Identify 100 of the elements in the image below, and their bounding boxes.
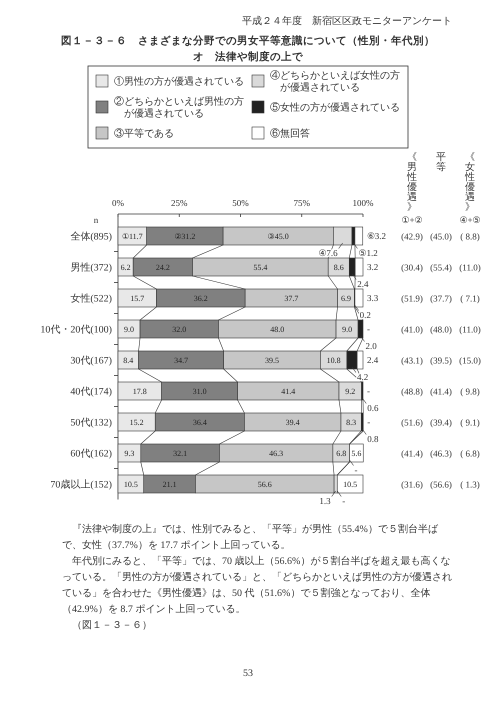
data-label: 36.2 xyxy=(194,294,208,303)
text: (43.1) xyxy=(401,356,423,366)
data-label: 3.2 xyxy=(367,262,378,272)
data-label: 3.3 xyxy=(367,293,379,303)
data-label: - xyxy=(354,465,358,475)
data-label: 10.5 xyxy=(124,480,138,489)
data-label: 36.4 xyxy=(192,418,207,427)
data-label: 56.6 xyxy=(258,480,272,489)
data-label: 9.0 xyxy=(124,325,134,334)
y-tick-label: 50代(132) xyxy=(70,418,112,428)
data-label: 55.4 xyxy=(253,263,268,272)
y-tick-label: 全体(895) xyxy=(70,230,112,242)
y-tick-label: 女性(522) xyxy=(70,292,112,304)
text: ( 7.1) xyxy=(460,294,480,304)
text: ( 9.8) xyxy=(460,386,480,396)
chart-title: 図１－３－６ さまざまな分野での男女平等意識について（性別・年代別） xyxy=(61,34,435,47)
data-label: 9.2 xyxy=(345,387,356,396)
y-tick-label: 30代(167) xyxy=(70,356,112,366)
text: ①+② xyxy=(401,215,423,225)
data-label: 21.1 xyxy=(162,480,177,489)
text: 平成２４年度 新宿区区政モニターアンケート xyxy=(242,15,452,27)
data-label: 0.8 xyxy=(367,434,380,444)
data-label: ③45.0 xyxy=(268,232,289,241)
text: (11.0) xyxy=(459,262,481,272)
data-label: 10.5 xyxy=(343,480,358,489)
x-tick-label: 50% xyxy=(232,198,250,208)
data-label: 39.5 xyxy=(264,356,279,365)
text: (39.4) xyxy=(430,418,452,428)
text: 『法律や制度の上』では、性別でみると、「平等」が男性（55.4%）で５割台半ばで、女性（37.7%）を 17.7 ポイント上回っている。 xyxy=(62,522,440,552)
data-label: 10.8 xyxy=(326,356,341,365)
text: 平等 xyxy=(436,152,446,173)
data-label: 41.4 xyxy=(281,387,296,396)
data-label: 6.9 xyxy=(340,294,351,303)
text: (39.5) xyxy=(430,356,452,366)
data-label: 31.0 xyxy=(192,387,207,396)
data-label: 1.3 xyxy=(319,496,332,506)
text: (48.8) xyxy=(401,386,423,396)
text: ( 8.8) xyxy=(460,232,480,242)
data-label: 37.7 xyxy=(284,294,298,303)
text: 《男性優遇》 xyxy=(406,151,417,213)
text: ④+⑤ xyxy=(459,215,481,225)
legend-label: ⑤女性の方が優遇されている xyxy=(270,102,400,114)
text: (45.0) xyxy=(430,232,452,242)
text: （図１－３－６） xyxy=(71,618,153,632)
y-axis-title: n xyxy=(94,215,99,225)
text: (51.6) xyxy=(401,418,423,428)
data-label: 8.3 xyxy=(346,418,356,427)
data-label: 2.4 xyxy=(357,279,369,289)
text: (31.6) xyxy=(401,480,423,490)
legend-label: ①男性の方が優遇されている xyxy=(114,76,244,88)
data-label: 48.0 xyxy=(270,325,284,334)
x-tick-label: 0% xyxy=(112,198,124,208)
data-label: 2.0 xyxy=(366,341,378,351)
text: 53 xyxy=(243,668,253,679)
data-label: - xyxy=(367,417,370,427)
text: (56.6) xyxy=(430,480,452,490)
text: (37.7) xyxy=(430,294,452,304)
legend-label: ⑥無回答 xyxy=(270,128,310,140)
text: ( 1.3) xyxy=(460,480,480,490)
text: 年代別にみると、「平等」では、70 歳以上（56.6%）が５割台半ばを超え最も高くなっている。「男性の方が優遇されている」と、「どちらかといえば男性の方が優遇されている」を合わせた《男性優遇》は、50 代（51.6%）で５割強となっており、全体（42.9%）を 8.7 ポイント上回っている。 xyxy=(62,554,453,616)
y-tick-label: 40代(174) xyxy=(70,386,112,398)
data-label: 6.8 xyxy=(336,449,346,458)
data-label: ①11.7 xyxy=(122,232,143,241)
text: (41.0) xyxy=(401,324,423,334)
data-label: 34.7 xyxy=(174,356,188,365)
text: (41.4) xyxy=(430,386,452,396)
data-label: 17.8 xyxy=(132,387,147,396)
text: (46.3) xyxy=(430,448,452,458)
data-label: 9.3 xyxy=(124,449,134,458)
x-tick-label: 100% xyxy=(352,198,374,208)
data-label: 15.2 xyxy=(130,418,144,427)
x-tick-label: 25% xyxy=(171,198,188,208)
data-label: 9.0 xyxy=(342,325,352,334)
data-label: ⑤1.2 xyxy=(358,248,378,258)
data-label: - xyxy=(367,386,370,396)
data-label: 15.7 xyxy=(130,294,144,303)
data-label: 8.6 xyxy=(334,263,344,272)
data-label: 8.4 xyxy=(123,356,134,365)
legend-label: ④どちらかといえば女性の方が優遇されている xyxy=(270,70,400,94)
text: ( 9.1) xyxy=(460,418,480,428)
data-label: 46.3 xyxy=(269,449,284,458)
text: (48.0) xyxy=(430,324,452,334)
legend-label: ②どちらかといえば男性の方が優遇されている xyxy=(114,96,244,120)
text: (11.0) xyxy=(459,324,481,334)
text: (15.0) xyxy=(459,356,481,366)
y-tick-label: 70歳以上(152) xyxy=(50,478,112,490)
data-label: 24.2 xyxy=(156,263,170,272)
data-label: - xyxy=(367,324,370,334)
chart-subtitle: オ 法律や制度の上で xyxy=(193,50,304,63)
data-label: 39.4 xyxy=(286,418,300,427)
y-tick-label: 男性(372) xyxy=(70,262,112,274)
data-label: 32.1 xyxy=(173,449,188,458)
text: (41.4) xyxy=(401,448,423,458)
data-label: ②31.2 xyxy=(174,232,196,241)
text: ( 6.8) xyxy=(460,448,480,458)
data-label: ⑥3.2 xyxy=(366,231,386,241)
text: (30.4) xyxy=(401,262,423,272)
x-tick-label: 75% xyxy=(294,198,310,208)
text: (51.9) xyxy=(401,294,423,304)
y-tick-label: 10代・20代(100) xyxy=(40,324,112,336)
